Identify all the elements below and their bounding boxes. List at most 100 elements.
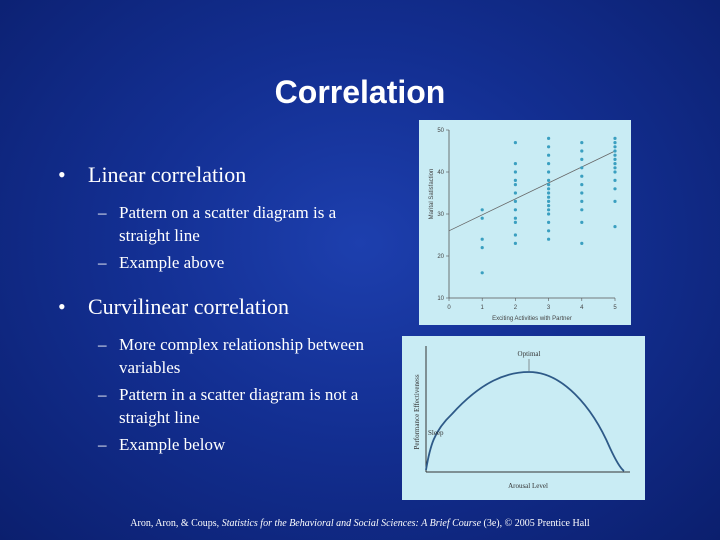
scatter-point xyxy=(547,136,551,140)
footer-citation: Aron, Aron, & Coups, Statistics for the … xyxy=(130,518,590,529)
sub-bullet-text: Example above xyxy=(119,253,225,272)
x-tick-label: 2 xyxy=(514,305,518,311)
y-axis-label: Marital Satisfaction xyxy=(429,169,435,220)
scatter-point xyxy=(613,187,617,191)
scatter-point xyxy=(547,145,551,149)
scatter-point xyxy=(613,162,617,166)
slide-title: Correlation xyxy=(274,74,446,110)
bullet-dot: • xyxy=(58,294,66,319)
scatter-point xyxy=(547,183,551,187)
scatter-point xyxy=(547,195,551,199)
sub-bullet: – Pattern on a scatter diagram is a stra… xyxy=(98,201,398,247)
scatter-point xyxy=(547,170,551,174)
dash: – xyxy=(98,435,107,454)
y-tick-label: 30 xyxy=(437,212,444,218)
x-axis-label: Exciting Activities with Partner xyxy=(492,316,572,322)
bullet-list: • Linear correlation – Pattern on a scat… xyxy=(58,162,398,456)
dash: – xyxy=(98,385,107,404)
x-axis-label: Arousal Level xyxy=(508,482,548,490)
scatter-point xyxy=(580,183,584,187)
scatter-point xyxy=(613,166,617,170)
scatter-point xyxy=(613,136,617,140)
scatter-point xyxy=(513,241,517,245)
scatter-point xyxy=(613,225,617,229)
y-tick-label: 10 xyxy=(437,296,444,302)
scatter-point xyxy=(580,208,584,212)
scatter-point xyxy=(547,204,551,208)
scatter-point xyxy=(547,237,551,241)
curve-chart-panel: Optimal Sleep Arousal Level Performance Eff… xyxy=(402,336,645,500)
scatter-point xyxy=(613,145,617,149)
y-axis-label: Performance Effectiveness xyxy=(413,374,421,449)
sub-bullet-text: Pattern on a scatter diagram is a straig… xyxy=(119,203,337,245)
scatter-point xyxy=(580,157,584,161)
x-tick-label: 3 xyxy=(547,305,551,311)
curve-chart: Optimal Sleep Arousal Level Performance Eff… xyxy=(413,346,630,490)
sleep-annotation: Sleep xyxy=(428,429,444,437)
scatter-point xyxy=(547,153,551,157)
dash: – xyxy=(98,335,107,354)
scatter-point xyxy=(547,199,551,203)
x-tick-label: 1 xyxy=(481,305,485,311)
scatter-point xyxy=(580,174,584,178)
scatter-point xyxy=(613,153,617,157)
scatter-point xyxy=(480,237,484,241)
scatter-point xyxy=(547,191,551,195)
scatter-point xyxy=(580,199,584,203)
scatter-point xyxy=(580,166,584,170)
sub-bullet: – Example above xyxy=(98,251,398,274)
scatter-point xyxy=(513,141,517,145)
scatter-point xyxy=(547,162,551,166)
dash: – xyxy=(98,253,107,272)
scatter-point xyxy=(547,187,551,191)
optimal-annotation: Optimal xyxy=(518,350,541,358)
sub-bullet-text: Example below xyxy=(119,435,226,454)
sub-bullet: – Pattern in a scatter diagram is not a … xyxy=(98,383,398,429)
bullet-curvilinear: • Curvilinear correlation xyxy=(58,294,398,320)
scatter-point xyxy=(580,220,584,224)
bullet-dot: • xyxy=(58,162,66,187)
scatter-point xyxy=(513,178,517,182)
scatter-chart-panel: 0 1 2 3 4 5 10 20 30 40 50 Exciting Activities with… xyxy=(419,120,631,325)
y-tick-label: 40 xyxy=(437,170,444,176)
x-tick-label: 5 xyxy=(613,305,617,311)
scatter-point xyxy=(513,183,517,187)
bullet-linear: • Linear correlation xyxy=(58,162,398,188)
dash: – xyxy=(98,203,107,222)
performance-curve xyxy=(425,371,625,472)
scatter-point xyxy=(613,157,617,161)
scatter-point xyxy=(480,271,484,275)
bullet-linear-text: Linear correlation xyxy=(88,162,247,187)
scatter-point xyxy=(547,208,551,212)
sub-bullet-text: More complex relationship between variab… xyxy=(119,335,365,377)
scatter-point xyxy=(513,216,517,220)
scatter-point xyxy=(513,170,517,174)
scatter-point xyxy=(480,208,484,212)
sub-bullet: – Example below xyxy=(98,433,398,456)
scatter-point xyxy=(547,178,551,182)
scatter-point xyxy=(580,241,584,245)
scatter-point xyxy=(580,149,584,153)
x-tick-label: 0 xyxy=(447,305,451,311)
scatter-point xyxy=(613,199,617,203)
scatter-point xyxy=(547,220,551,224)
scatter-point xyxy=(513,233,517,237)
scatter-chart: 0 1 2 3 4 5 10 20 30 40 50 Exciting Activities with… xyxy=(429,128,617,322)
scatter-point xyxy=(613,149,617,153)
scatter-point xyxy=(513,220,517,224)
x-tick-label: 4 xyxy=(580,305,584,311)
bullet-curvilinear-text: Curvilinear correlation xyxy=(88,294,289,319)
scatter-point xyxy=(580,141,584,145)
scatter-point xyxy=(547,229,551,233)
scatter-point xyxy=(480,216,484,220)
y-tick-label: 50 xyxy=(437,128,444,134)
scatter-point xyxy=(480,246,484,250)
scatter-point xyxy=(513,162,517,166)
scatter-point xyxy=(613,141,617,145)
scatter-point xyxy=(513,199,517,203)
scatter-point xyxy=(580,191,584,195)
trend-line xyxy=(448,150,616,232)
sub-bullet: – More complex relationship between vari… xyxy=(98,333,398,379)
scatter-point xyxy=(513,208,517,212)
scatter-point xyxy=(613,178,617,182)
